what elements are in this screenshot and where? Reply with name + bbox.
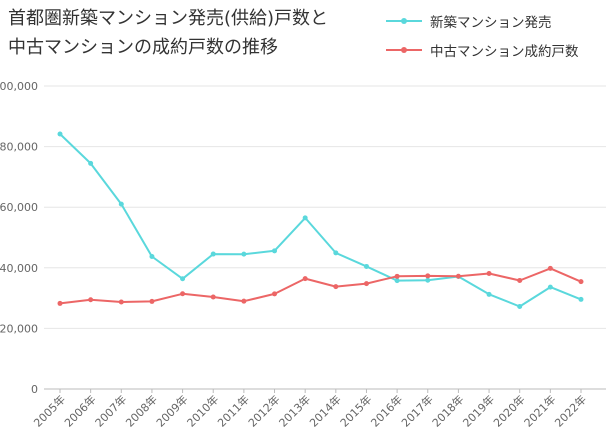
data-point-used-condo-1[interactable] (88, 297, 94, 303)
legend-item-used-condo[interactable]: 中古マンション成約戸数 (386, 35, 579, 64)
x-axis-ticks: 2005年2006年2007年2008年2009年2010年2011年2012年… (31, 389, 589, 430)
legend-item-new-condo[interactable]: 新築マンション発売 (386, 6, 579, 35)
y-tick-label-5: 100,000 (0, 80, 38, 93)
data-series (57, 131, 584, 309)
chart-title-line-1: 首都圏新築マンション発売(供給)戸数と (8, 8, 329, 29)
data-point-new-condo-7[interactable] (272, 248, 278, 254)
x-tick-label-4: 2009年 (153, 392, 190, 429)
data-point-used-condo-15[interactable] (517, 277, 523, 283)
data-point-used-condo-4[interactable] (180, 291, 186, 297)
x-tick-label-5: 2010年 (184, 392, 221, 429)
data-point-used-condo-8[interactable] (302, 276, 308, 282)
legend-dot-used-condo (401, 46, 407, 53)
data-point-new-condo-11[interactable] (394, 278, 400, 284)
x-tick-label-15: 2020年 (490, 392, 527, 429)
grid-lines (44, 85, 606, 390)
x-tick-label-3: 2008年 (123, 392, 160, 429)
data-point-used-condo-0[interactable] (57, 300, 63, 306)
x-tick-label-9: 2014年 (306, 392, 343, 429)
data-point-used-condo-17[interactable] (578, 279, 584, 285)
data-point-new-condo-1[interactable] (88, 160, 94, 166)
x-tick-label-1: 2006年 (61, 392, 98, 429)
data-point-used-condo-6[interactable] (241, 298, 247, 304)
data-point-used-condo-3[interactable] (149, 298, 155, 304)
data-point-new-condo-15[interactable] (517, 303, 523, 309)
data-point-new-condo-9[interactable] (333, 250, 339, 256)
data-point-used-condo-9[interactable] (333, 284, 339, 290)
chart-title: 首都圏新築マンション発売(供給)戸数と 中古マンションの成約戸数の推移 (8, 4, 380, 62)
data-point-new-condo-5[interactable] (210, 251, 216, 257)
x-tick-label-17: 2022年 (552, 392, 589, 429)
legend-swatch-used-condo (386, 43, 422, 57)
x-tick-label-0: 2005年 (31, 392, 68, 429)
legend-label-new-condo: 新築マンション発売 (430, 14, 552, 31)
series-line-new-condo (59, 133, 582, 308)
data-point-new-condo-3[interactable] (149, 253, 155, 259)
x-tick-label-14: 2019年 (460, 392, 497, 429)
data-point-used-condo-13[interactable] (455, 273, 461, 279)
chart-title-line-2: 中古マンションの成約戸数の推移 (8, 37, 278, 58)
data-point-new-condo-0[interactable] (57, 131, 63, 137)
data-point-new-condo-6[interactable] (241, 251, 247, 257)
y-tick-label-0: 0 (31, 383, 38, 396)
x-tick-label-12: 2017年 (398, 392, 435, 429)
data-point-new-condo-8[interactable] (302, 215, 308, 221)
data-point-new-condo-12[interactable] (425, 277, 431, 283)
legend-swatch-new-condo (386, 14, 422, 28)
data-point-used-condo-10[interactable] (363, 281, 369, 287)
data-point-used-condo-2[interactable] (118, 299, 124, 305)
y-axis-ticks: 0 20,000 40,000 60,000 80,000 100,000 (0, 80, 38, 396)
y-tick-label-1: 20,000 (0, 322, 38, 335)
x-tick-label-10: 2015年 (337, 392, 374, 429)
data-point-used-condo-7[interactable] (272, 291, 278, 297)
x-tick-label-6: 2011年 (215, 392, 252, 429)
x-tick-label-13: 2018年 (429, 392, 466, 429)
data-point-new-condo-2[interactable] (118, 201, 124, 207)
x-tick-label-2: 2007年 (92, 392, 129, 429)
series-new-condo (57, 131, 584, 309)
data-point-used-condo-5[interactable] (210, 294, 216, 300)
series-used-condo (57, 265, 584, 306)
legend-label-used-condo: 中古マンション成約戸数 (430, 43, 579, 60)
data-point-new-condo-17[interactable] (578, 296, 584, 302)
data-point-used-condo-16[interactable] (547, 265, 553, 271)
x-tick-label-11: 2016年 (368, 392, 405, 429)
data-point-used-condo-11[interactable] (394, 273, 400, 279)
x-tick-label-8: 2013年 (276, 392, 313, 429)
y-tick-label-3: 60,000 (0, 201, 38, 214)
data-point-new-condo-4[interactable] (180, 276, 186, 282)
data-point-used-condo-14[interactable] (486, 271, 492, 277)
y-tick-label-2: 40,000 (0, 262, 38, 275)
series-line-used-condo (59, 267, 582, 305)
data-point-new-condo-16[interactable] (547, 284, 553, 290)
x-tick-label-16: 2021年 (521, 392, 558, 429)
data-point-used-condo-12[interactable] (425, 273, 431, 279)
chart-legend: 新築マンション発売 中古マンション成約戸数 (386, 6, 579, 64)
y-tick-label-4: 80,000 (0, 141, 38, 154)
data-point-new-condo-10[interactable] (363, 263, 369, 269)
x-tick-label-7: 2012年 (245, 392, 282, 429)
data-point-new-condo-14[interactable] (486, 291, 492, 297)
legend-dot-new-condo (401, 17, 407, 24)
